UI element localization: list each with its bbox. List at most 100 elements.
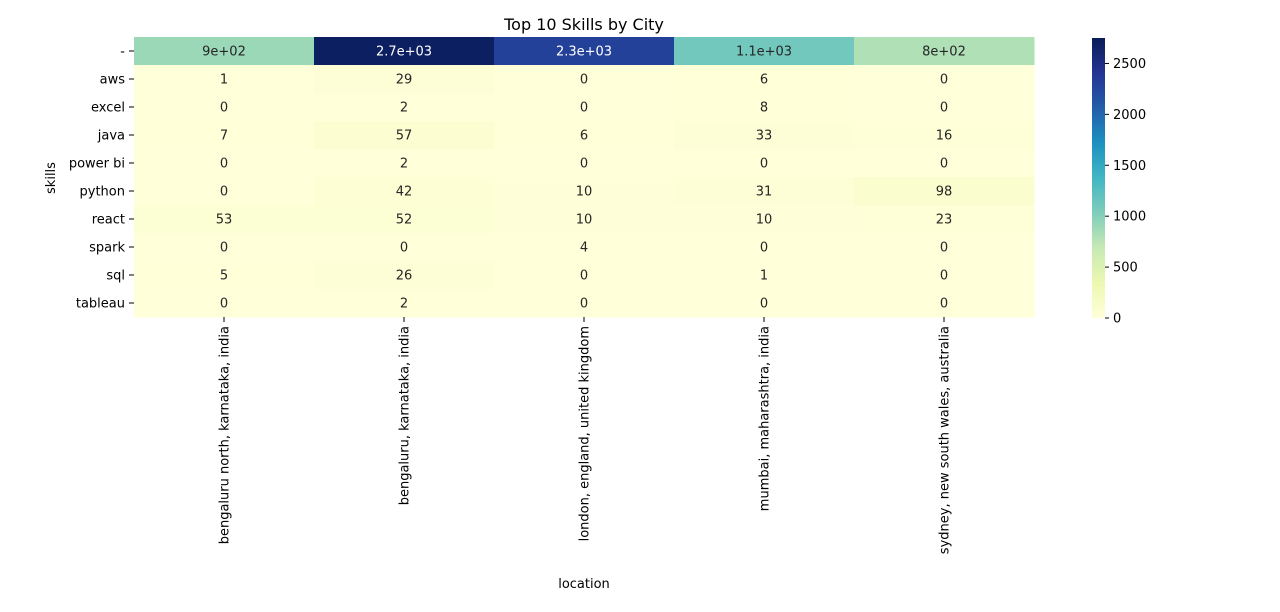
heatmap-cell-label: 6: [760, 73, 768, 88]
heatmap-cell-label: 10: [576, 213, 593, 228]
heatmap-cell: [854, 93, 1035, 122]
heatmap-cell-label: 1.1e+03: [736, 45, 792, 60]
heatmap-cell-label: 1: [760, 269, 768, 284]
x-tick-label: mumbai, maharashtra, india: [758, 326, 773, 511]
heatmap-cell: [134, 93, 315, 122]
y-tick-label: spark: [89, 241, 125, 256]
heatmap-cell: [314, 121, 495, 150]
colorbar-tick-label: 2500: [1113, 57, 1146, 72]
heatmap-cell-label: 31: [756, 185, 773, 200]
heatmap-cell-label: 0: [940, 269, 948, 284]
heatmap-cell: [134, 65, 315, 94]
heatmap-cell-label: 0: [220, 101, 228, 116]
heatmap-cell: [134, 149, 315, 178]
heatmap-cell-label: 0: [220, 241, 228, 256]
x-tick-label: bengaluru north, karnataka, india: [218, 326, 233, 544]
heatmap-cell-label: 4: [580, 241, 588, 256]
heatmap-cell-label: 52: [396, 213, 413, 228]
heatmap-cell: [134, 37, 315, 66]
heatmap-cell-label: 0: [580, 73, 588, 88]
heatmap-cell: [674, 177, 855, 206]
heatmap-cell-label: 5: [220, 269, 228, 284]
heatmap-cell-label: 29: [396, 73, 413, 88]
heatmap-cell: [314, 233, 495, 262]
heatmap-cell: [854, 233, 1035, 262]
heatmap-cell-label: 0: [760, 241, 768, 256]
heatmap-cell-label: 0: [940, 157, 948, 172]
heatmap-cell: [494, 121, 675, 150]
y-axis-ticks: - aws excel java power bi python react spark sql…: [69, 45, 134, 312]
heatmap-cell-label: 0: [220, 297, 228, 312]
heatmap-cell: [674, 261, 855, 290]
heatmap-cell-labels: 9e+02 2.7e+03 2.3e+03 1.1e+03 8e+02 1 29 0 6 0 0 2 0…: [202, 45, 966, 312]
heatmap-cell: [314, 65, 495, 94]
heatmap-cell-label: 0: [580, 101, 588, 116]
colorbar-tick-label: 1500: [1113, 159, 1146, 174]
heatmap-cell-label: 6: [580, 129, 588, 144]
heatmap-cell: [494, 65, 675, 94]
y-tick-label: aws: [100, 73, 126, 88]
colorbar-tick-label: 500: [1113, 261, 1138, 276]
y-axis-label: skills: [44, 162, 59, 194]
heatmap-cell: [674, 65, 855, 94]
heatmap-cell-label: 2: [400, 297, 408, 312]
heatmap-cell: [494, 93, 675, 122]
heatmap-cell: [134, 289, 315, 318]
heatmap-cell: [854, 65, 1035, 94]
heatmap-cell-label: 9e+02: [202, 45, 246, 60]
colorbar: [1092, 38, 1105, 318]
heatmap-cell: [854, 121, 1035, 150]
x-tick-label: london, england, united kingdom: [578, 326, 593, 541]
heatmap-cell: [314, 261, 495, 290]
heatmap-cell-label: 0: [580, 157, 588, 172]
heatmap-cell-label: 0: [940, 297, 948, 312]
y-tick-label: java: [97, 129, 125, 144]
heatmap-cell: [134, 205, 315, 234]
y-tick-label: tableau: [76, 297, 125, 312]
heatmap-cell-label: 0: [580, 269, 588, 284]
heatmap-cell: [494, 289, 675, 318]
y-tick-label: react: [92, 213, 125, 228]
colorbar-tick-label: 1000: [1113, 210, 1146, 225]
heatmap-cell: [854, 289, 1035, 318]
heatmap-cell: [494, 149, 675, 178]
heatmap-cell-label: 7: [220, 129, 228, 144]
heatmap-cell-label: 2.7e+03: [376, 45, 432, 60]
heatmap-cell-label: 10: [576, 185, 593, 200]
heatmap-cell: [314, 205, 495, 234]
heatmap-cell: [134, 177, 315, 206]
heatmap-cell: [314, 37, 495, 66]
x-axis-label: location: [558, 577, 610, 592]
heatmap-cell-label: 0: [220, 157, 228, 172]
x-tick-label: sydney, new south wales, australia: [938, 326, 953, 554]
heatmap-cell-label: 0: [940, 101, 948, 116]
heatmap-cell-label: 0: [940, 73, 948, 88]
heatmap-cell-label: 2.3e+03: [556, 45, 612, 60]
heatmap-cell: [314, 289, 495, 318]
heatmap-cell-label: 0: [400, 241, 408, 256]
heatmap-cell-label: 98: [936, 185, 953, 200]
heatmap-cell-label: 10: [756, 213, 773, 228]
heatmap-cell-label: 2: [400, 101, 408, 116]
heatmap-cell-label: 23: [936, 213, 953, 228]
heatmap-cell-label: 0: [760, 297, 768, 312]
heatmap-cell-label: 53: [216, 213, 233, 228]
heatmap-cell: [494, 37, 675, 66]
heatmap-cell: [674, 289, 855, 318]
heatmap-cell-label: 0: [580, 297, 588, 312]
colorbar-gradient: [1092, 38, 1105, 318]
heatmap-cell-label: 0: [760, 157, 768, 172]
heatmap-cell: [854, 177, 1035, 206]
heatmap-cell: [494, 233, 675, 262]
y-tick-label: excel: [91, 101, 125, 116]
y-tick-label: power bi: [69, 157, 125, 172]
heatmap-cell: [674, 121, 855, 150]
heatmap-cell-label: 33: [756, 129, 773, 144]
heatmap-cell: [674, 205, 855, 234]
y-tick-label: python: [80, 185, 125, 200]
x-axis-ticks: bengaluru north, karnataka, india bengalu…: [218, 317, 953, 554]
heatmap-cell: [314, 177, 495, 206]
heatmap-cell: [854, 37, 1035, 66]
heatmap-cell-label: 42: [396, 185, 413, 200]
heatmap-cell: [854, 205, 1035, 234]
